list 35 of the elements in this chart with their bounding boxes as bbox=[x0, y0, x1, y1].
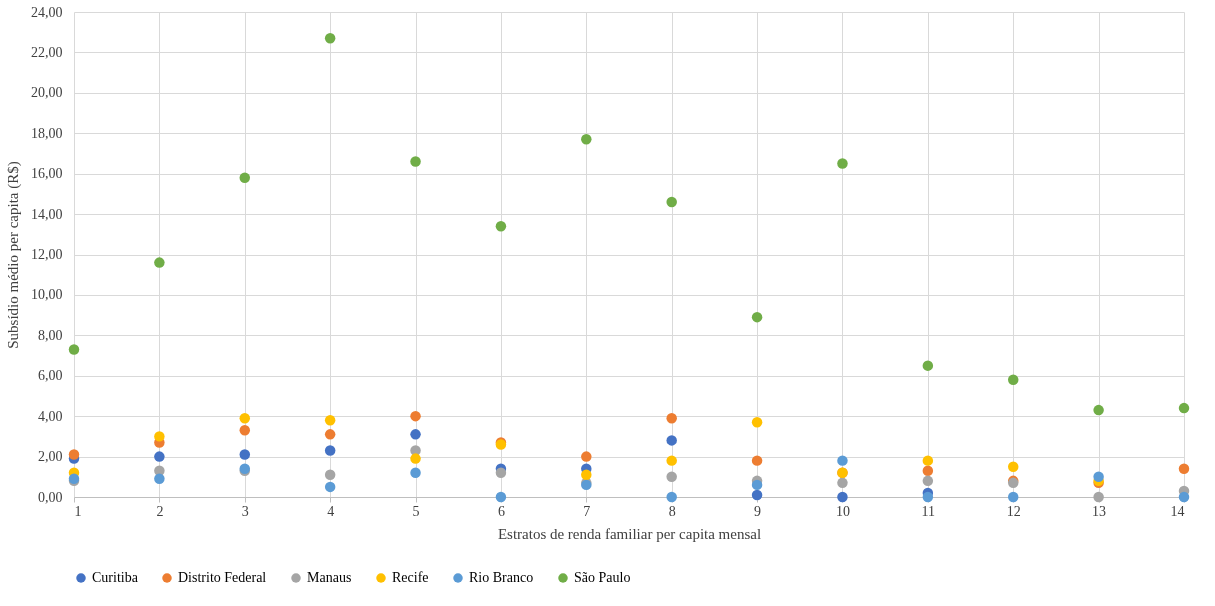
y-tick-label: 2,00 bbox=[38, 449, 63, 465]
x-tick-label: 5 bbox=[412, 503, 420, 519]
legend-label: Rio Branco bbox=[469, 570, 534, 585]
x-tick-label: 11 bbox=[921, 503, 936, 519]
x-tick-label: 4 bbox=[327, 503, 335, 519]
y-tick-label: 12,00 bbox=[31, 247, 63, 262]
x-tick-label: 1 bbox=[74, 503, 82, 519]
legend-label: Manaus bbox=[307, 570, 352, 585]
x-tick-label: 2 bbox=[156, 503, 164, 519]
legend-label: Recife bbox=[392, 570, 429, 585]
x-tick-label: 13 bbox=[1092, 503, 1107, 519]
y-tick-label: 4,00 bbox=[38, 408, 63, 424]
x-tick-label: 7 bbox=[583, 503, 591, 519]
legend-label: São Paulo bbox=[574, 570, 631, 585]
x-tick-label: 6 bbox=[497, 503, 505, 519]
legend-label: Distrito Federal bbox=[178, 570, 267, 585]
y-tick-label: 8,00 bbox=[38, 327, 63, 343]
y-tick-label: 24,00 bbox=[31, 4, 63, 20]
x-tick-label: 14 bbox=[1170, 503, 1185, 519]
legend-label: Curitiba bbox=[92, 570, 139, 585]
y-tick-label: 10,00 bbox=[31, 287, 63, 303]
y-tick-label: 0,00 bbox=[38, 489, 63, 505]
y-tick-label: 18,00 bbox=[31, 125, 63, 141]
x-tick-label: 9 bbox=[754, 503, 762, 519]
x-tick-label: 3 bbox=[241, 503, 249, 519]
y-tick-label: 6,00 bbox=[38, 368, 63, 384]
x-tick-label: 10 bbox=[835, 503, 850, 519]
y-tick-label: 22,00 bbox=[31, 44, 63, 60]
x-tick-label: 8 bbox=[668, 503, 676, 519]
x-axis-title: Estratos de renda familiar per capita mensal bbox=[497, 525, 762, 542]
y-tick-label: 16,00 bbox=[31, 166, 63, 182]
y-tick-label: 20,00 bbox=[31, 85, 63, 101]
y-tick-label: 14,00 bbox=[31, 206, 63, 222]
y-axis-title: Subsídio médio per capita (R$) bbox=[5, 161, 22, 349]
x-tick-label: 12 bbox=[1006, 503, 1021, 519]
